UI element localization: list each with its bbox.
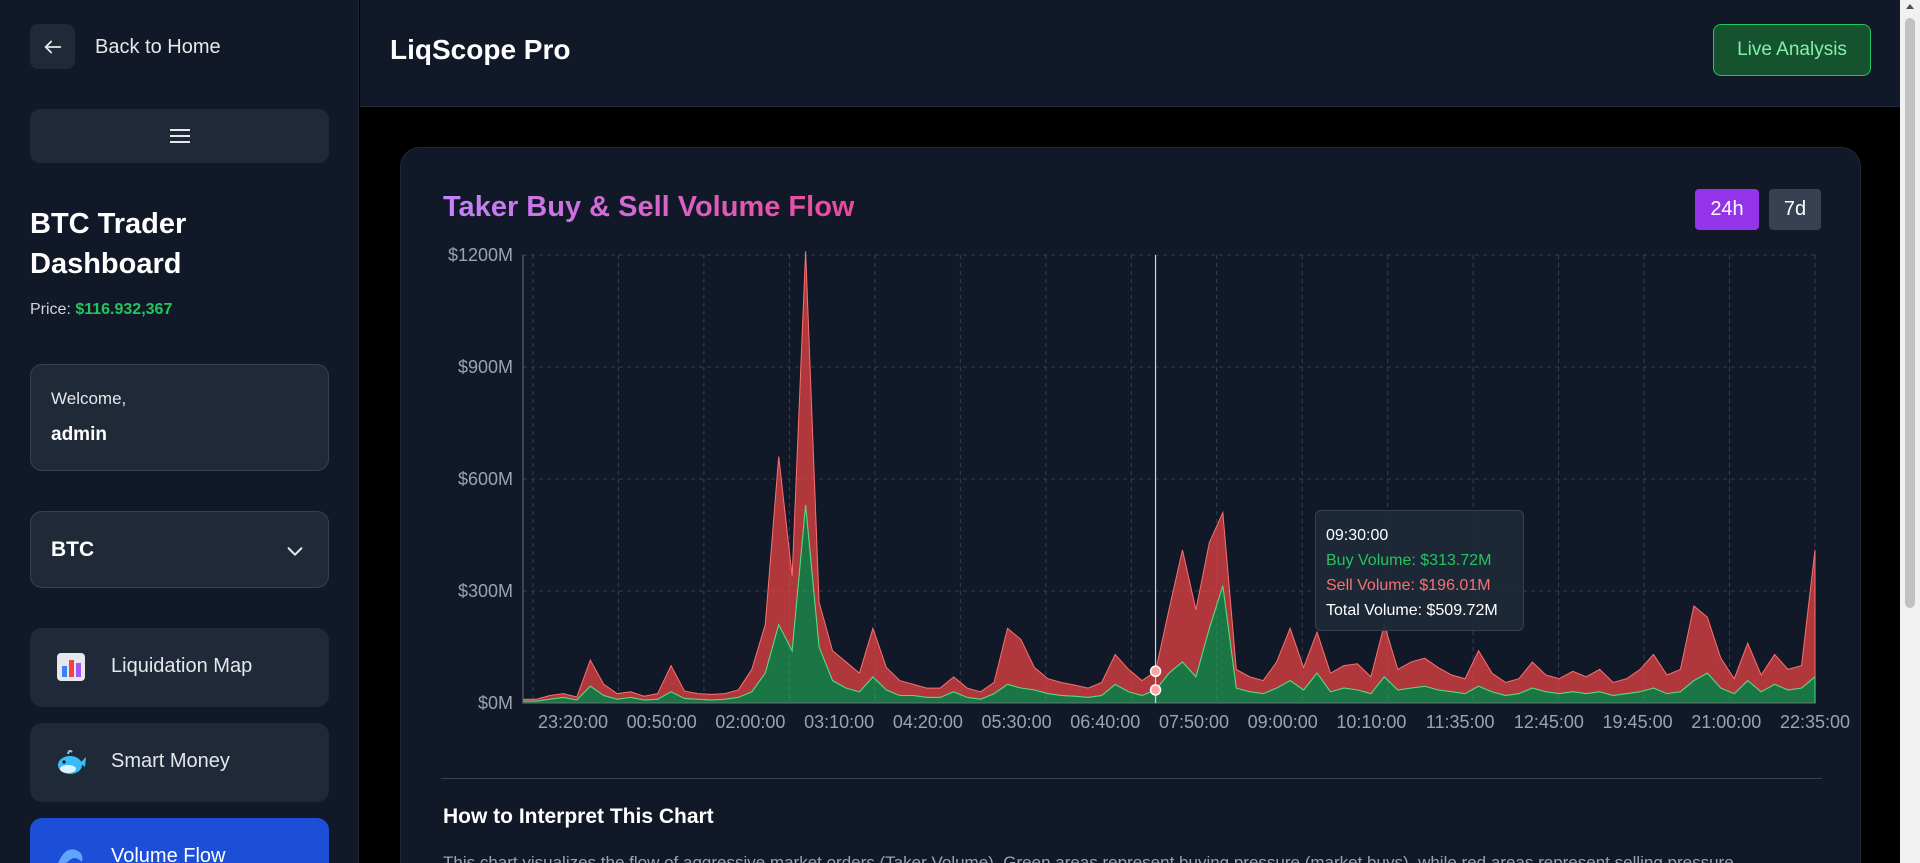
scroll-up-arrow-icon[interactable] — [1906, 4, 1914, 9]
interpret-heading: How to Interpret This Chart — [443, 805, 714, 828]
x-tick-label: 21:00:00 — [1691, 712, 1761, 732]
tooltip-buy-volume: Buy Volume: $313.72M — [1326, 552, 1492, 569]
back-to-home-link[interactable]: Back to Home — [95, 36, 221, 58]
timeframe-7d-button[interactable]: 7d — [1769, 189, 1821, 230]
chart-title: Taker Buy & Sell Volume Flow — [443, 191, 855, 223]
hover-point-buy — [1149, 684, 1162, 696]
username: admin — [51, 424, 107, 445]
nav-item-label: Volume Flow — [111, 845, 226, 863]
nav-item-smart-money[interactable]: Smart Money — [30, 723, 329, 802]
y-tick-label: $0M — [478, 693, 513, 713]
welcome-label: Welcome, — [51, 389, 127, 408]
x-tick-label: 10:10:00 — [1336, 712, 1406, 732]
hover-point-total — [1149, 665, 1162, 678]
x-tick-label: 03:10:00 — [804, 712, 874, 732]
timeframe-24h-button[interactable]: 24h — [1695, 189, 1759, 230]
sell-volume-area — [522, 251, 1816, 702]
wave-icon — [58, 849, 83, 863]
nav-item-volume-flow[interactable]: Volume Flow — [30, 818, 329, 863]
volume-flow-card: Taker Buy & Sell Volume Flow 24h 7d $0M $… — [400, 147, 1861, 863]
sidebar: Back to Home BTC Trader Dashboard Price:… — [0, 0, 359, 863]
x-tick-label: 02:00:00 — [715, 712, 785, 732]
coin-select[interactable]: BTC — [30, 511, 329, 588]
nav-item-label: Liquidation Map — [111, 655, 253, 677]
nav-item-label: Smart Money — [111, 750, 230, 772]
interpret-description: This chart visualizes the flow of aggres… — [443, 853, 1739, 863]
price-value: $116.932,367 — [75, 301, 173, 318]
dashboard-title: BTC Trader Dashboard — [30, 208, 187, 280]
y-tick-label: $1200M — [448, 245, 513, 265]
x-tick-label: 07:50:00 — [1159, 712, 1229, 732]
top-header: LiqScope Pro Live Analysis — [360, 0, 1900, 107]
divider — [441, 778, 1822, 779]
nav-item-liquidation-map[interactable]: Liquidation Map — [30, 628, 329, 707]
x-tick-label: 12:45:00 — [1514, 712, 1584, 732]
tooltip-time: 09:30:00 — [1326, 527, 1389, 544]
menu-toggle-button[interactable] — [30, 109, 329, 163]
arrow-left-icon — [44, 40, 61, 53]
coin-select-value: BTC — [51, 538, 95, 561]
hamburger-icon — [169, 129, 190, 143]
chevron-down-icon — [287, 547, 303, 556]
x-tick-label: 19:45:00 — [1603, 712, 1673, 732]
scrollbar-thumb[interactable] — [1905, 18, 1915, 608]
x-tick-label: 00:50:00 — [627, 712, 697, 732]
welcome-card: Welcome, admin — [30, 364, 329, 471]
tooltip-sell-volume: Sell Volume: $196.01M — [1326, 577, 1491, 594]
bar-chart-icon — [57, 653, 85, 681]
x-tick-label: 05:30:00 — [982, 712, 1052, 732]
x-tick-label: 11:35:00 — [1426, 712, 1495, 732]
x-tick-label: 22:35:00 — [1780, 712, 1850, 732]
y-tick-label: $900M — [458, 357, 513, 377]
back-button[interactable] — [30, 24, 75, 69]
y-tick-label: $300M — [458, 581, 513, 601]
y-tick-label: $600M — [458, 469, 513, 489]
app-title: LiqScope Pro — [390, 34, 571, 65]
x-tick-label: 23:20:00 — [538, 712, 608, 732]
whale-icon — [58, 749, 86, 774]
x-tick-label: 06:40:00 — [1070, 712, 1140, 732]
volume-flow-chart[interactable]: $0M $300M $600M $900M $1200M 23:20:00 00:50:00… — [401, 148, 1862, 748]
buy-volume-area — [522, 505, 1816, 704]
price-display: Price: $116.932,367 — [30, 301, 172, 319]
chart-tooltip: 09:30:00 Buy Volume: $313.72M Sell Volum… — [1315, 510, 1524, 631]
x-tick-label: 04:20:00 — [893, 712, 963, 732]
page-scrollbar[interactable] — [1900, 0, 1920, 863]
tooltip-total-volume: Total Volume: $509.72M — [1326, 602, 1498, 619]
live-analysis-button[interactable]: Live Analysis — [1713, 24, 1871, 76]
x-tick-label: 09:00:00 — [1248, 712, 1318, 732]
price-label: Price: — [30, 301, 76, 318]
